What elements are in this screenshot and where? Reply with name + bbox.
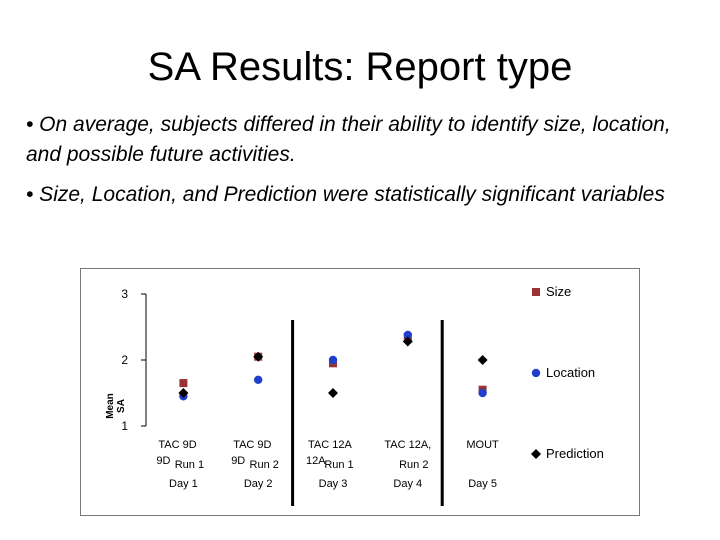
- size-data-point: [179, 379, 188, 388]
- bullet-text-1: • On average, subjects differed in their…: [26, 113, 671, 166]
- x-day-label: Day 3: [319, 478, 348, 490]
- prediction-legend-marker: [531, 449, 541, 459]
- x-category-run-label: Run 2: [399, 459, 428, 471]
- x-category-label: TAC 12A: [308, 439, 352, 451]
- x-day-label: Day 1: [169, 478, 198, 490]
- y-tick-label: 2: [121, 353, 128, 367]
- x-category-label: TAC 12A,: [384, 439, 431, 451]
- prediction-data-point: [328, 388, 338, 398]
- prediction-data-point: [477, 355, 488, 365]
- x-day-label: Day 2: [244, 478, 273, 490]
- size-legend-marker: [532, 288, 540, 296]
- chart-frame: [80, 268, 640, 516]
- chart-svg: 1 2 3 MeanSA TAC 9D 9D Run 1 Day 1 TAC 9D 9D Run 2…: [80, 268, 640, 516]
- x-day-label: Day 4: [393, 478, 422, 490]
- prediction-legend-label: Prediction: [546, 446, 604, 461]
- prediction-data-point: [253, 351, 264, 362]
- x-category-label: TAC 9D: [233, 439, 271, 451]
- x-category-run-label: Run 1: [324, 459, 353, 471]
- location-data-point: [403, 330, 412, 340]
- slide-title: SA Results: Report type: [147, 45, 573, 89]
- x-category-label: MOUT: [466, 439, 499, 451]
- location-legend-marker: [531, 368, 541, 378]
- location-data-point: [328, 355, 338, 365]
- y-axis-title-part: SA: [116, 399, 127, 413]
- location-data-point: [254, 375, 263, 384]
- x-category-run-label: Run 2: [250, 459, 279, 471]
- x-category-run-label: Run 1: [175, 459, 204, 471]
- x-category-label-sub: 12A: [306, 455, 326, 467]
- prediction-data-point: [178, 388, 189, 398]
- x-category-label-sub: 9D: [156, 455, 170, 467]
- x-category-label-sub: 9D: [231, 455, 245, 467]
- y-tick-label: 1: [121, 419, 128, 433]
- prediction-data-point: [402, 336, 413, 347]
- chart-container: 1 2 3 MeanSA TAC 9D 9D Run 1 Day 1 TAC 9D 9D Run 2…: [80, 268, 640, 516]
- y-tick-label: 3: [121, 287, 128, 301]
- x-day-label: Day 5: [468, 478, 497, 490]
- location-data-point: [478, 388, 487, 398]
- location-legend-label: Location: [546, 365, 595, 380]
- bullet-text-2: • Size, Location, and Prediction were st…: [26, 183, 665, 206]
- x-category-label: TAC 9D: [158, 439, 196, 451]
- size-legend-label: Size: [546, 284, 571, 299]
- y-axis-title-part: Mean: [105, 393, 116, 419]
- y-axis-title: MeanSA: [105, 393, 127, 419]
